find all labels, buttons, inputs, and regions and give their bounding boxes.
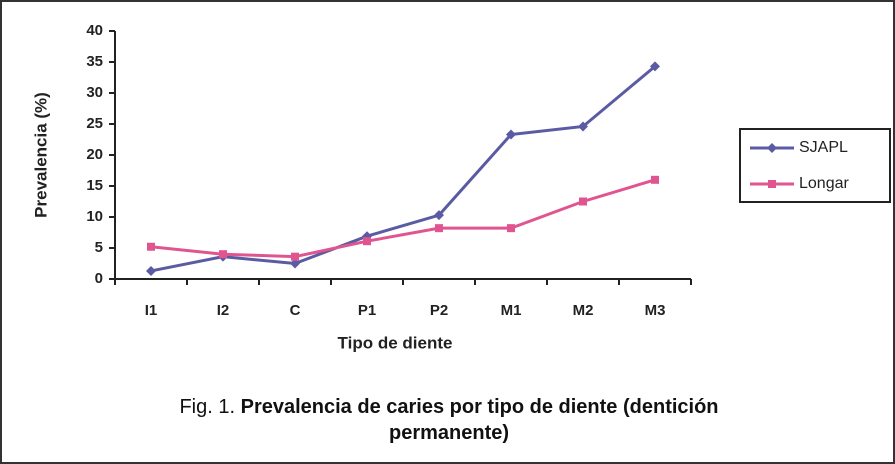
point xyxy=(147,242,155,251)
series-line xyxy=(150,178,656,259)
x-tick-label: M3 xyxy=(645,302,666,319)
legend-marker xyxy=(768,180,776,188)
point xyxy=(579,197,587,206)
y-tick-label: 15 xyxy=(86,177,103,194)
y-tick-label: 10 xyxy=(86,208,103,225)
legend-marker xyxy=(767,143,777,153)
legend-box xyxy=(739,128,891,203)
caption: Fig. 1. Prevalencia de caries por tipo d… xyxy=(169,394,729,446)
y-tick-label: 20 xyxy=(86,146,103,163)
x-tick-label: C xyxy=(290,302,301,319)
point xyxy=(219,250,227,259)
legend-label: SJAPL xyxy=(799,139,848,156)
y-tick-label: 25 xyxy=(86,115,103,132)
point xyxy=(290,258,300,269)
y-tick-label: 35 xyxy=(86,53,103,70)
point xyxy=(506,129,516,140)
point xyxy=(507,224,515,233)
x-tick-label: I2 xyxy=(217,302,230,319)
point xyxy=(578,121,588,132)
caption-label: Fig. 1. xyxy=(179,396,236,418)
x-tick-label: M1 xyxy=(501,302,522,319)
point xyxy=(651,175,659,184)
y-axis-label: Prevalencia (%) xyxy=(31,92,50,218)
point xyxy=(146,265,156,276)
x-tick-label: P1 xyxy=(358,302,376,319)
legend-label: Longar xyxy=(799,175,849,192)
y-tick-label: 0 xyxy=(95,270,103,287)
series-line xyxy=(150,65,656,273)
point xyxy=(435,224,443,233)
y-tick-label: 5 xyxy=(95,239,103,256)
y-tick-label: 30 xyxy=(86,84,103,101)
x-axis-label: Tipo de diente xyxy=(338,333,453,352)
point xyxy=(434,210,444,221)
point xyxy=(650,61,660,72)
caption-title: Prevalencia de caries por tipo de diente… xyxy=(240,396,719,444)
x-tick-label: P2 xyxy=(430,302,448,319)
y-tick-label: 40 xyxy=(86,22,103,39)
point xyxy=(363,237,371,246)
x-tick-label: I1 xyxy=(145,302,158,319)
x-tick-label: M2 xyxy=(573,302,594,319)
point xyxy=(291,252,299,261)
